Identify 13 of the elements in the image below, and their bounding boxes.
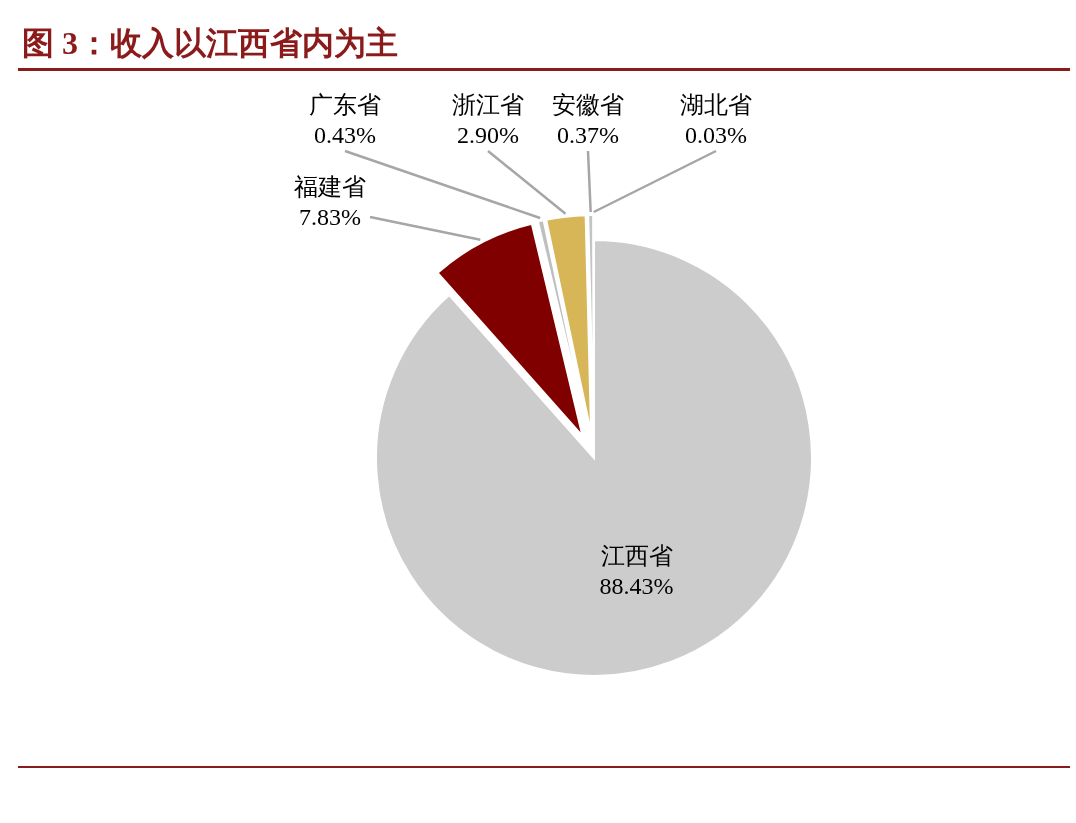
- title: 图 3：收入以江西省内为主: [22, 25, 398, 61]
- data-label: 88.43%: [599, 573, 674, 600]
- data-label: 0.03%: [685, 122, 747, 148]
- data-label: 7.83%: [299, 204, 361, 230]
- data-label: 0.43%: [314, 122, 376, 148]
- data-label: 2.90%: [457, 122, 519, 148]
- slice-label: 江西省: [600, 543, 673, 570]
- slice-label: 湖北省: [680, 92, 752, 118]
- slice-label: 广东省: [309, 92, 381, 118]
- slice-label: 浙江省: [452, 92, 524, 118]
- data-label: 0.37%: [557, 122, 619, 148]
- slice-label: 安徽省: [552, 92, 624, 118]
- slice-label: 福建省: [294, 174, 366, 200]
